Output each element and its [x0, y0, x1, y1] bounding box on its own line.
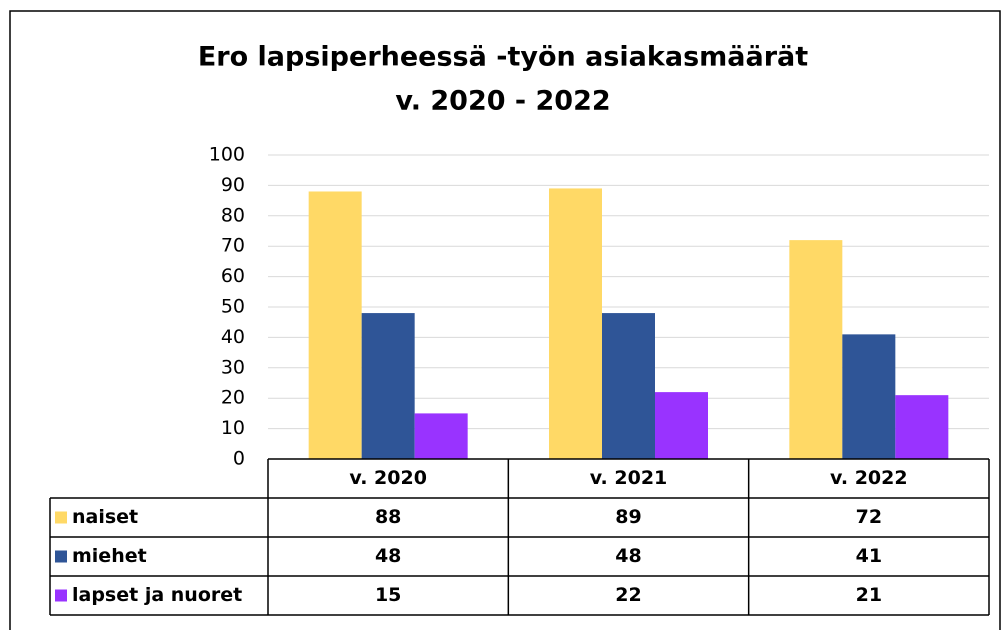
y-tick-label: 90	[221, 174, 245, 196]
x-tick-label: v. 2021	[590, 467, 668, 489]
y-tick-label: 100	[209, 144, 245, 166]
table-value: 15	[375, 584, 401, 606]
bar	[308, 191, 362, 460]
x-tick-label: v. 2020	[349, 467, 427, 489]
y-tick-label: 40	[221, 326, 245, 348]
legend-swatch	[55, 550, 67, 563]
y-tick-label: 0	[233, 448, 245, 470]
y-tick-label: 20	[221, 387, 245, 409]
table-value: 21	[856, 584, 882, 606]
y-tick-label: 60	[221, 265, 245, 287]
table-value: 22	[615, 584, 641, 606]
table-value: 89	[615, 506, 641, 528]
legend-label: miehet	[72, 545, 147, 567]
legend-swatch	[55, 511, 67, 524]
bar	[842, 334, 896, 459]
y-tick-label: 10	[221, 417, 245, 439]
frame	[9, 10, 1001, 630]
legend-label: naiset	[72, 506, 138, 528]
chart-title: v. 2020 - 2022	[395, 86, 610, 117]
table-value: 48	[375, 545, 401, 567]
bar	[602, 313, 655, 459]
table-value: 88	[375, 506, 401, 528]
legend-label: lapset ja nuoret	[72, 584, 242, 606]
y-tick-label: 80	[221, 204, 245, 226]
bar	[895, 395, 949, 459]
bar	[549, 188, 602, 459]
bar	[414, 413, 468, 459]
y-tick-label: 30	[221, 356, 245, 378]
bar	[361, 313, 415, 459]
legend-swatch	[55, 589, 67, 602]
y-tick-label: 70	[221, 235, 245, 257]
bar	[655, 392, 708, 459]
y-tick-label: 50	[221, 296, 245, 318]
chart-title: Ero lapsiperheessä -työn asiakasmäärät	[198, 42, 808, 73]
table-value: 41	[856, 545, 882, 567]
bar	[789, 240, 843, 459]
table-value: 48	[615, 545, 641, 567]
x-tick-label: v. 2022	[830, 467, 908, 489]
table-value: 72	[856, 506, 882, 528]
